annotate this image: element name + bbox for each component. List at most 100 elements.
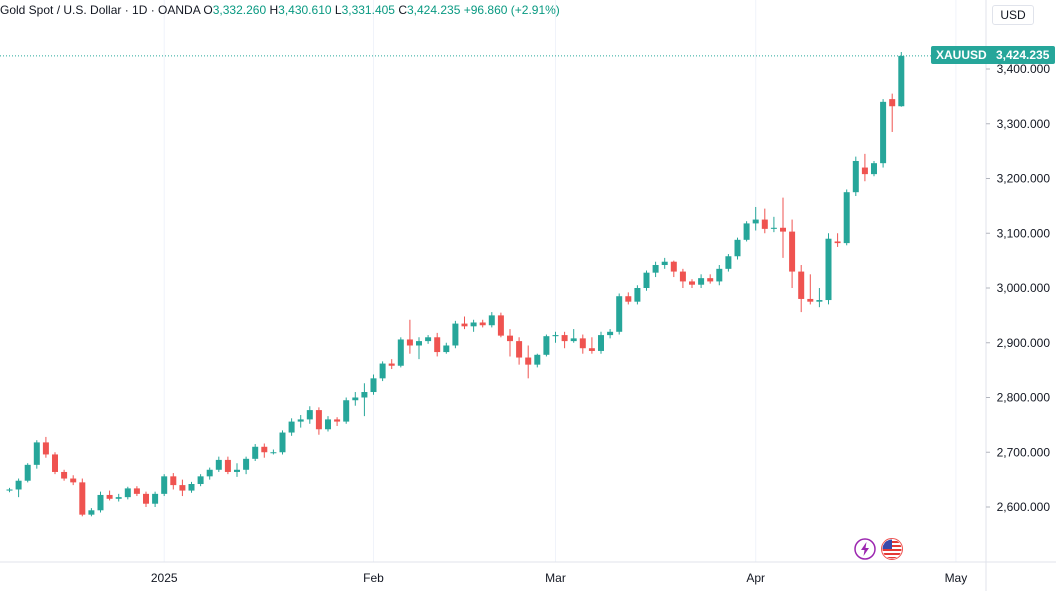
candle [452,320,459,349]
candle [279,430,286,455]
candle [206,467,213,480]
candle-body [6,489,13,491]
candle-body [243,458,250,470]
y-tick-label: 3,400.000 [997,62,1051,76]
candle [416,337,422,360]
candle [352,392,359,406]
candle [334,417,341,426]
x-tick-label: May [945,571,968,585]
candle [770,216,777,233]
candle-body [352,397,359,401]
candle-body [461,323,468,327]
candle-body [79,482,86,515]
candle-body [525,357,532,365]
candle [288,418,295,436]
close-label: C [398,3,407,17]
currency-button[interactable]: USD [992,5,1034,25]
y-tick-label: 2,600.000 [997,500,1051,514]
candle-body [133,488,140,494]
candle-body [197,476,204,485]
candle-body [871,163,877,175]
candle [734,237,741,260]
candle [689,279,695,288]
candle [97,491,104,513]
candle [661,257,668,269]
candle [325,416,331,432]
candle [388,359,395,370]
candle-body [188,484,195,491]
candle-body [789,231,796,272]
y-tick-label: 3,000.000 [997,281,1051,295]
candle-body [488,315,495,326]
candle [598,331,604,354]
candle [516,337,523,365]
candle-body [561,335,568,342]
candle [461,316,468,330]
candle [379,361,386,382]
candle-body [370,378,377,393]
candle [170,473,177,490]
candle-body [388,363,395,366]
y-tick-label: 2,900.000 [997,336,1051,350]
grid [163,0,957,562]
candle [215,456,222,472]
candle-body [898,55,905,107]
candle-body [397,339,404,366]
candle-body [143,493,149,504]
last-price-tag: XAUUSD 3,424.235 [931,46,1055,64]
last-price-value: 3,424.235 [996,48,1050,62]
candle-body [825,238,832,301]
x-tick-label: 2025 [151,571,178,585]
low-value: 3,331.405 [341,3,395,17]
candle [106,490,113,501]
candle [834,233,841,247]
candle [561,331,568,349]
candle [224,456,231,475]
candle [807,274,814,305]
candle-body [625,296,632,302]
candle-body [297,419,304,422]
candle-body [361,392,368,398]
candle-body [70,478,77,483]
candle [852,156,859,197]
candle-body [698,278,705,285]
candle [843,189,850,246]
candle [79,478,86,517]
candle [42,436,49,458]
candle [534,353,541,368]
candle-body [224,459,231,472]
candle [24,463,31,483]
candle-body [234,469,240,472]
candle-body [42,442,49,455]
candle-body [206,469,213,477]
x-tick-label: Apr [746,571,765,585]
candle-body [798,271,805,299]
candle-body [152,493,159,504]
candle [234,463,240,477]
candle-body [497,315,504,336]
candle [698,274,705,288]
candle [70,475,77,486]
y-axis-ticks: 2,600.000 2,700.000 2,800.000 2,900.000 3,00… [986,62,1050,514]
us-flag-event-icon[interactable] [881,538,903,560]
candle [752,206,759,231]
candle [33,440,40,469]
candle [861,153,868,182]
candle-body [616,296,623,332]
y-tick-label: 3,300.000 [997,117,1051,131]
candle [679,268,686,288]
candle [889,93,896,132]
candle-body [252,446,259,459]
open-value: 3,332.260 [212,3,267,17]
candle [188,481,195,493]
candle-body [534,354,541,365]
x-axis-ticks: 2025 Feb Mar Apr May [151,571,967,585]
lightning-event-icon[interactable] [854,538,876,560]
candle-body [479,322,486,326]
candle-body [861,167,868,175]
candle-body [416,341,422,346]
candle [425,335,432,344]
candle [306,406,313,424]
candle-body [843,192,850,244]
